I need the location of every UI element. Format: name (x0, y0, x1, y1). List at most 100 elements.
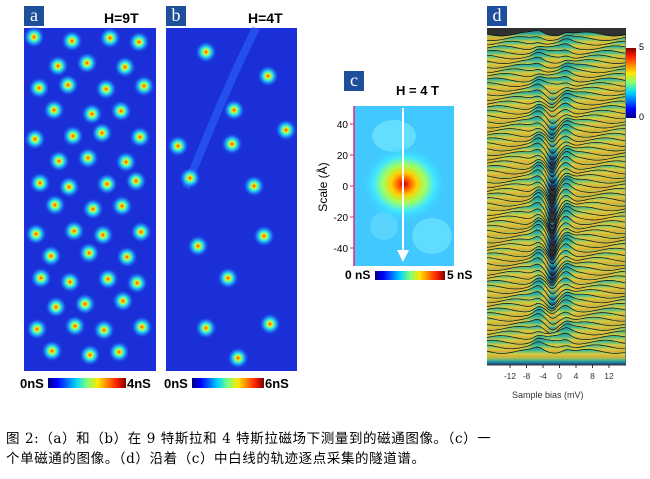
spectrum-line (486, 196, 626, 221)
spectrum-line (487, 92, 626, 105)
spectrum-line (486, 48, 626, 55)
spectrum-line (486, 70, 626, 78)
vortex-spot (195, 317, 217, 339)
spectrum-line (486, 263, 626, 281)
vortex-spot (112, 290, 134, 312)
vortex-spot (129, 126, 151, 148)
spectrum-line (486, 65, 626, 74)
vortex-spot (125, 170, 147, 192)
panel-d-label: d (487, 6, 507, 26)
vortex-spot (110, 100, 132, 122)
vortex-spot (74, 293, 96, 315)
spectrum-line (486, 147, 626, 167)
spectrum-line (486, 252, 626, 271)
spectrum-line (486, 291, 626, 306)
spectrum-line (486, 318, 626, 331)
vortex-spot (78, 242, 100, 264)
panel-a-colorbar (48, 378, 126, 388)
vortex-spot (275, 119, 297, 141)
spectrum-line (486, 156, 626, 173)
vortex-spot (43, 99, 65, 121)
spectrum-line (486, 76, 626, 83)
panel-c-cbar-min: 0 nS (345, 268, 371, 282)
spectrum-line (486, 313, 626, 325)
spectrum-line (486, 215, 626, 236)
panel-b-colorbar (192, 378, 264, 388)
spectrum-line (486, 102, 626, 112)
spectrum-line (486, 229, 626, 252)
vortex-spot (187, 235, 209, 257)
vortex-spot (24, 128, 46, 150)
spectrum-line (486, 96, 626, 109)
spectrum-line (486, 106, 626, 118)
vortex-spot (243, 175, 265, 197)
panel-b-label: b (166, 6, 186, 26)
spectrum-line (486, 56, 626, 64)
spectrum-line (486, 277, 626, 290)
c-ytick-label: -20 (334, 213, 349, 224)
vortex-spot (48, 150, 70, 172)
panel-b-cbar-max: 6nS (265, 376, 289, 391)
d-xtick-label: -12 (504, 371, 517, 381)
vortex-spot (128, 31, 150, 53)
panel-b-cbar-min: 0nS (164, 376, 188, 391)
vortex-spot (130, 221, 152, 243)
spectrum-line (486, 257, 626, 277)
vortex-spot (91, 122, 113, 144)
panel-d-cbar-max: 5 (639, 42, 645, 52)
spectrum-line (486, 299, 626, 312)
d-xtick-label: -4 (539, 371, 547, 381)
vortex-spot (95, 78, 117, 100)
spectrum-fill (487, 347, 626, 366)
vortex-spot (253, 225, 275, 247)
vortex-spot (41, 340, 63, 362)
panel-c-yaxis: 40 20 0 -20 -40 (334, 106, 355, 266)
spectrum-line (487, 192, 626, 214)
spectrum-line (486, 110, 626, 125)
spectrum-line (486, 201, 626, 227)
vortex-spot (115, 151, 137, 173)
d-xtick-label: 4 (574, 371, 579, 381)
vortex-spot (131, 316, 153, 338)
vortex-spot (108, 341, 130, 363)
spectrum-line (486, 309, 626, 319)
vortex-spot (221, 133, 243, 155)
vortex-spot (97, 268, 119, 290)
panel-a-label: a (24, 6, 44, 26)
spectrum-line (486, 51, 626, 60)
spectrum-line (486, 209, 626, 233)
c-ytick-label: 20 (337, 151, 349, 162)
vortex-spot (93, 319, 115, 341)
vortex-spot (179, 167, 201, 189)
spectrum-line (486, 248, 626, 265)
spectrum-line (486, 224, 625, 246)
spectrum-line (486, 89, 626, 101)
d-xtick-label: 0 (557, 371, 562, 381)
spectrum-line (486, 79, 626, 87)
vortex-spot (96, 173, 118, 195)
vortex-spot (259, 313, 281, 335)
panel-c-ylabel: Scale (Å) (316, 162, 330, 212)
panel-b-field: H=4T (248, 10, 283, 26)
spectrum-line (486, 305, 626, 315)
c-ytick-label: 0 (342, 182, 348, 193)
c-ytick-label: 40 (337, 120, 349, 131)
d-xtick-label: 12 (604, 371, 614, 381)
panel-c-field: H = 4 T (396, 83, 439, 98)
vortex-spot (59, 271, 81, 293)
spectrum-line (486, 38, 625, 46)
panel-a-cbar-max: 4nS (127, 376, 151, 391)
vortex-spot (47, 55, 69, 77)
spectrum-line (486, 169, 626, 191)
vortex-spot (25, 223, 47, 245)
spectrum-line (486, 129, 626, 143)
panel-a-map (23, 26, 156, 371)
vortex-spot (28, 77, 50, 99)
panel-d-spectra (486, 28, 626, 366)
spectrum-line (486, 271, 626, 286)
spectrum-line (486, 151, 626, 170)
vortex-spot (26, 318, 48, 340)
vortex-spot (62, 125, 84, 147)
spectrum-line (486, 120, 626, 136)
panel-d-xlabel: Sample bias (mV) (512, 390, 584, 400)
